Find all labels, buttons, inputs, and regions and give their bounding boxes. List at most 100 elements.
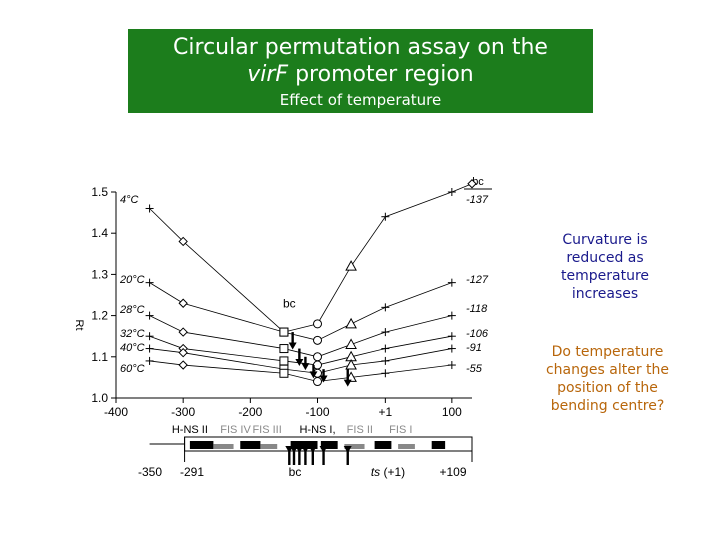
data-point bbox=[279, 344, 289, 354]
bending-centre-arrow bbox=[343, 369, 352, 387]
map-region-label: FIS IV bbox=[220, 424, 251, 436]
map-bc-arrow-head bbox=[308, 446, 317, 453]
map-right-label: +109 bbox=[439, 465, 466, 479]
map-bc-arrow-head bbox=[295, 446, 304, 453]
series-label: 4°C bbox=[120, 194, 139, 206]
data-point bbox=[447, 332, 456, 341]
bending-centre-arrow-head bbox=[309, 371, 318, 379]
title-line-2: virF promoter region bbox=[128, 62, 593, 88]
bc-value-label: -106 bbox=[466, 328, 489, 340]
map-ts-label: ts (+1) bbox=[371, 465, 405, 479]
title-line-1: Circular permutation assay on the bbox=[173, 35, 548, 60]
bc-label: bc bbox=[283, 296, 296, 310]
map-binding-site bbox=[189, 441, 214, 449]
data-point bbox=[381, 344, 390, 353]
data-point bbox=[381, 303, 390, 312]
map-bc-arrow bbox=[319, 446, 328, 465]
bending-centre-arrow bbox=[295, 348, 304, 367]
bending-centre-arrow bbox=[309, 365, 318, 379]
data-point bbox=[145, 204, 154, 213]
bending-centre-arrow-head bbox=[343, 379, 352, 387]
bc-value-label: -118 bbox=[466, 303, 488, 315]
y-tick-label: 1.0 bbox=[91, 391, 108, 405]
data-point bbox=[345, 260, 357, 271]
data-point bbox=[313, 377, 323, 387]
data-point bbox=[178, 236, 188, 247]
bc-value-label: -55 bbox=[466, 363, 483, 375]
map-bc-arrow-head bbox=[343, 446, 352, 453]
x-tick-label: -400 bbox=[104, 405, 128, 419]
map-bc-arrow bbox=[295, 446, 304, 465]
data-point bbox=[447, 278, 456, 287]
x-tick-label: +1 bbox=[379, 405, 393, 419]
map-ts-italic: ts bbox=[371, 465, 380, 479]
bc-value-label: -127 bbox=[466, 274, 489, 286]
data-point bbox=[447, 311, 456, 320]
map-binding-site bbox=[213, 444, 234, 449]
title-box: Circular permutation assay on the virF p… bbox=[128, 29, 593, 113]
bc-value-label: -137 bbox=[466, 194, 489, 206]
data-point bbox=[145, 278, 154, 287]
map-bc-arrow bbox=[308, 446, 317, 465]
data-point bbox=[381, 328, 390, 337]
data-point bbox=[313, 360, 323, 370]
map-bc-arrow bbox=[301, 446, 310, 465]
data-point bbox=[381, 356, 390, 365]
curvature-note: Curvature is reduced as temperature incr… bbox=[561, 232, 649, 302]
title-line-2-rest: promoter region bbox=[288, 62, 474, 87]
data-point bbox=[279, 368, 289, 378]
series-label: 28°C bbox=[119, 304, 145, 316]
series-line bbox=[149, 282, 452, 341]
title-gene-name: virF bbox=[247, 62, 289, 87]
data-point bbox=[313, 319, 323, 329]
y-tick-label: 1.2 bbox=[91, 309, 108, 323]
map-binding-site bbox=[431, 441, 446, 449]
series-label: 20°C bbox=[119, 274, 145, 286]
data-point bbox=[345, 338, 357, 349]
bending-centre-question: Do temperature changes alter the positio… bbox=[545, 344, 670, 414]
data-point bbox=[145, 356, 154, 365]
series-label: 60°C bbox=[120, 363, 145, 375]
map-bc-arrow bbox=[343, 446, 352, 465]
data-point bbox=[313, 335, 323, 345]
bending-centre-arrow-head bbox=[319, 375, 328, 383]
data-point bbox=[345, 317, 357, 329]
bending-centre-arrow bbox=[301, 356, 310, 371]
x-tick-label: 100 bbox=[442, 405, 462, 419]
bc-value-label: -91 bbox=[466, 342, 482, 354]
data-point bbox=[381, 369, 390, 378]
map-binding-site bbox=[344, 444, 365, 449]
data-point bbox=[313, 352, 323, 362]
bending-centre-arrow-head bbox=[288, 342, 297, 350]
data-point bbox=[345, 359, 357, 370]
y-tick-label: 1.4 bbox=[91, 226, 108, 240]
map-ts-rest: (+1) bbox=[380, 465, 405, 479]
y-tick-label: 1.1 bbox=[91, 350, 108, 364]
map-region-label: FIS II bbox=[347, 424, 373, 436]
y-tick-label: 1.3 bbox=[91, 267, 108, 281]
map-region-label: FIS I bbox=[389, 424, 412, 436]
map-bc-arrow-head bbox=[319, 446, 328, 453]
data-point bbox=[279, 356, 289, 366]
map-binding-site bbox=[290, 441, 318, 449]
map-binding-site bbox=[374, 441, 392, 449]
data-point bbox=[447, 344, 456, 353]
bending-centre-arrow bbox=[319, 369, 328, 383]
y-tick-label: 1.5 bbox=[91, 185, 108, 199]
map-bc-arrow-head bbox=[301, 446, 310, 453]
data-point bbox=[178, 327, 188, 337]
map-binding-site bbox=[260, 444, 278, 449]
map-binding-site bbox=[320, 441, 338, 449]
map-region-label: FIS III bbox=[252, 424, 281, 436]
map-left-label: -291 bbox=[180, 465, 204, 479]
series-label: 40°C bbox=[120, 342, 145, 354]
data-point bbox=[447, 188, 456, 196]
bending-centre-arrow bbox=[288, 332, 297, 350]
data-point bbox=[279, 327, 289, 337]
data-point bbox=[381, 212, 390, 221]
data-point bbox=[178, 298, 188, 308]
series-line bbox=[149, 183, 473, 333]
map-bc-arrow-head bbox=[290, 446, 298, 453]
map-region-label: H-NS I, bbox=[299, 424, 335, 436]
